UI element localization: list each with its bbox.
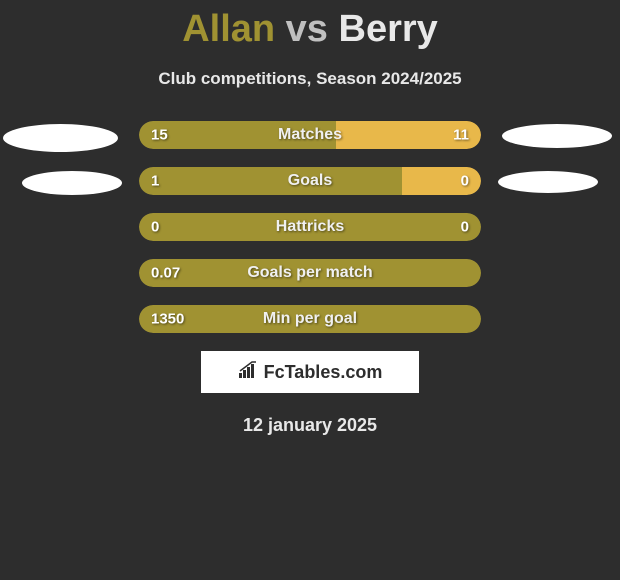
title-vs: vs bbox=[286, 8, 328, 50]
bar-stat-label: Matches bbox=[278, 126, 342, 144]
player1-badge-top bbox=[3, 124, 118, 152]
player1-badge-bottom bbox=[22, 171, 122, 195]
title-player1: Allan bbox=[182, 8, 275, 50]
chart-bar-icon bbox=[238, 361, 260, 384]
bar-value-player1: 1350 bbox=[151, 311, 184, 328]
logo-label: FcTables.com bbox=[264, 362, 383, 383]
bar-value-player1: 0.07 bbox=[151, 265, 180, 282]
player2-badge-top bbox=[502, 124, 612, 148]
bar-value-player2: 0 bbox=[461, 219, 469, 236]
bar-stat-label: Goals per match bbox=[247, 264, 372, 282]
stat-bar-row: 0.07 Goals per match bbox=[139, 259, 481, 287]
date: 12 january 2025 bbox=[0, 415, 620, 436]
bars-container: 15Matches111Goals00Hattricks00.07Goals p… bbox=[0, 121, 620, 333]
title-player2: Berry bbox=[339, 8, 438, 50]
bar-stat-label: Min per goal bbox=[263, 310, 357, 328]
page-title: Allan vs Berry bbox=[0, 0, 620, 51]
bar-stat-label: Goals bbox=[288, 172, 332, 190]
bar-value-player2: 0 bbox=[461, 173, 469, 190]
bars-list: 15Matches111Goals00Hattricks00.07Goals p… bbox=[0, 121, 620, 333]
stat-bar-row: 1350 Min per goal bbox=[139, 305, 481, 333]
stat-bar-row: 15 Matches 11 bbox=[139, 121, 481, 149]
bar-stat-label: Hattricks bbox=[276, 218, 344, 236]
bar-value-player1: 1 bbox=[151, 173, 159, 190]
stat-bar-row: 0 Hattricks 0 bbox=[139, 213, 481, 241]
player2-badge-bottom bbox=[498, 171, 598, 193]
subtitle: Club competitions, Season 2024/2025 bbox=[0, 69, 620, 89]
logo-text: FcTables.com bbox=[238, 361, 383, 384]
bar-value-player1: 15 bbox=[151, 127, 168, 144]
bar-value-player1: 0 bbox=[151, 219, 159, 236]
bar-fill-player2 bbox=[402, 167, 481, 195]
logo-box[interactable]: FcTables.com bbox=[201, 351, 419, 393]
bar-fill-player1 bbox=[139, 167, 402, 195]
stat-bar-row: 1 Goals 0 bbox=[139, 167, 481, 195]
bar-value-player2: 11 bbox=[453, 127, 469, 144]
